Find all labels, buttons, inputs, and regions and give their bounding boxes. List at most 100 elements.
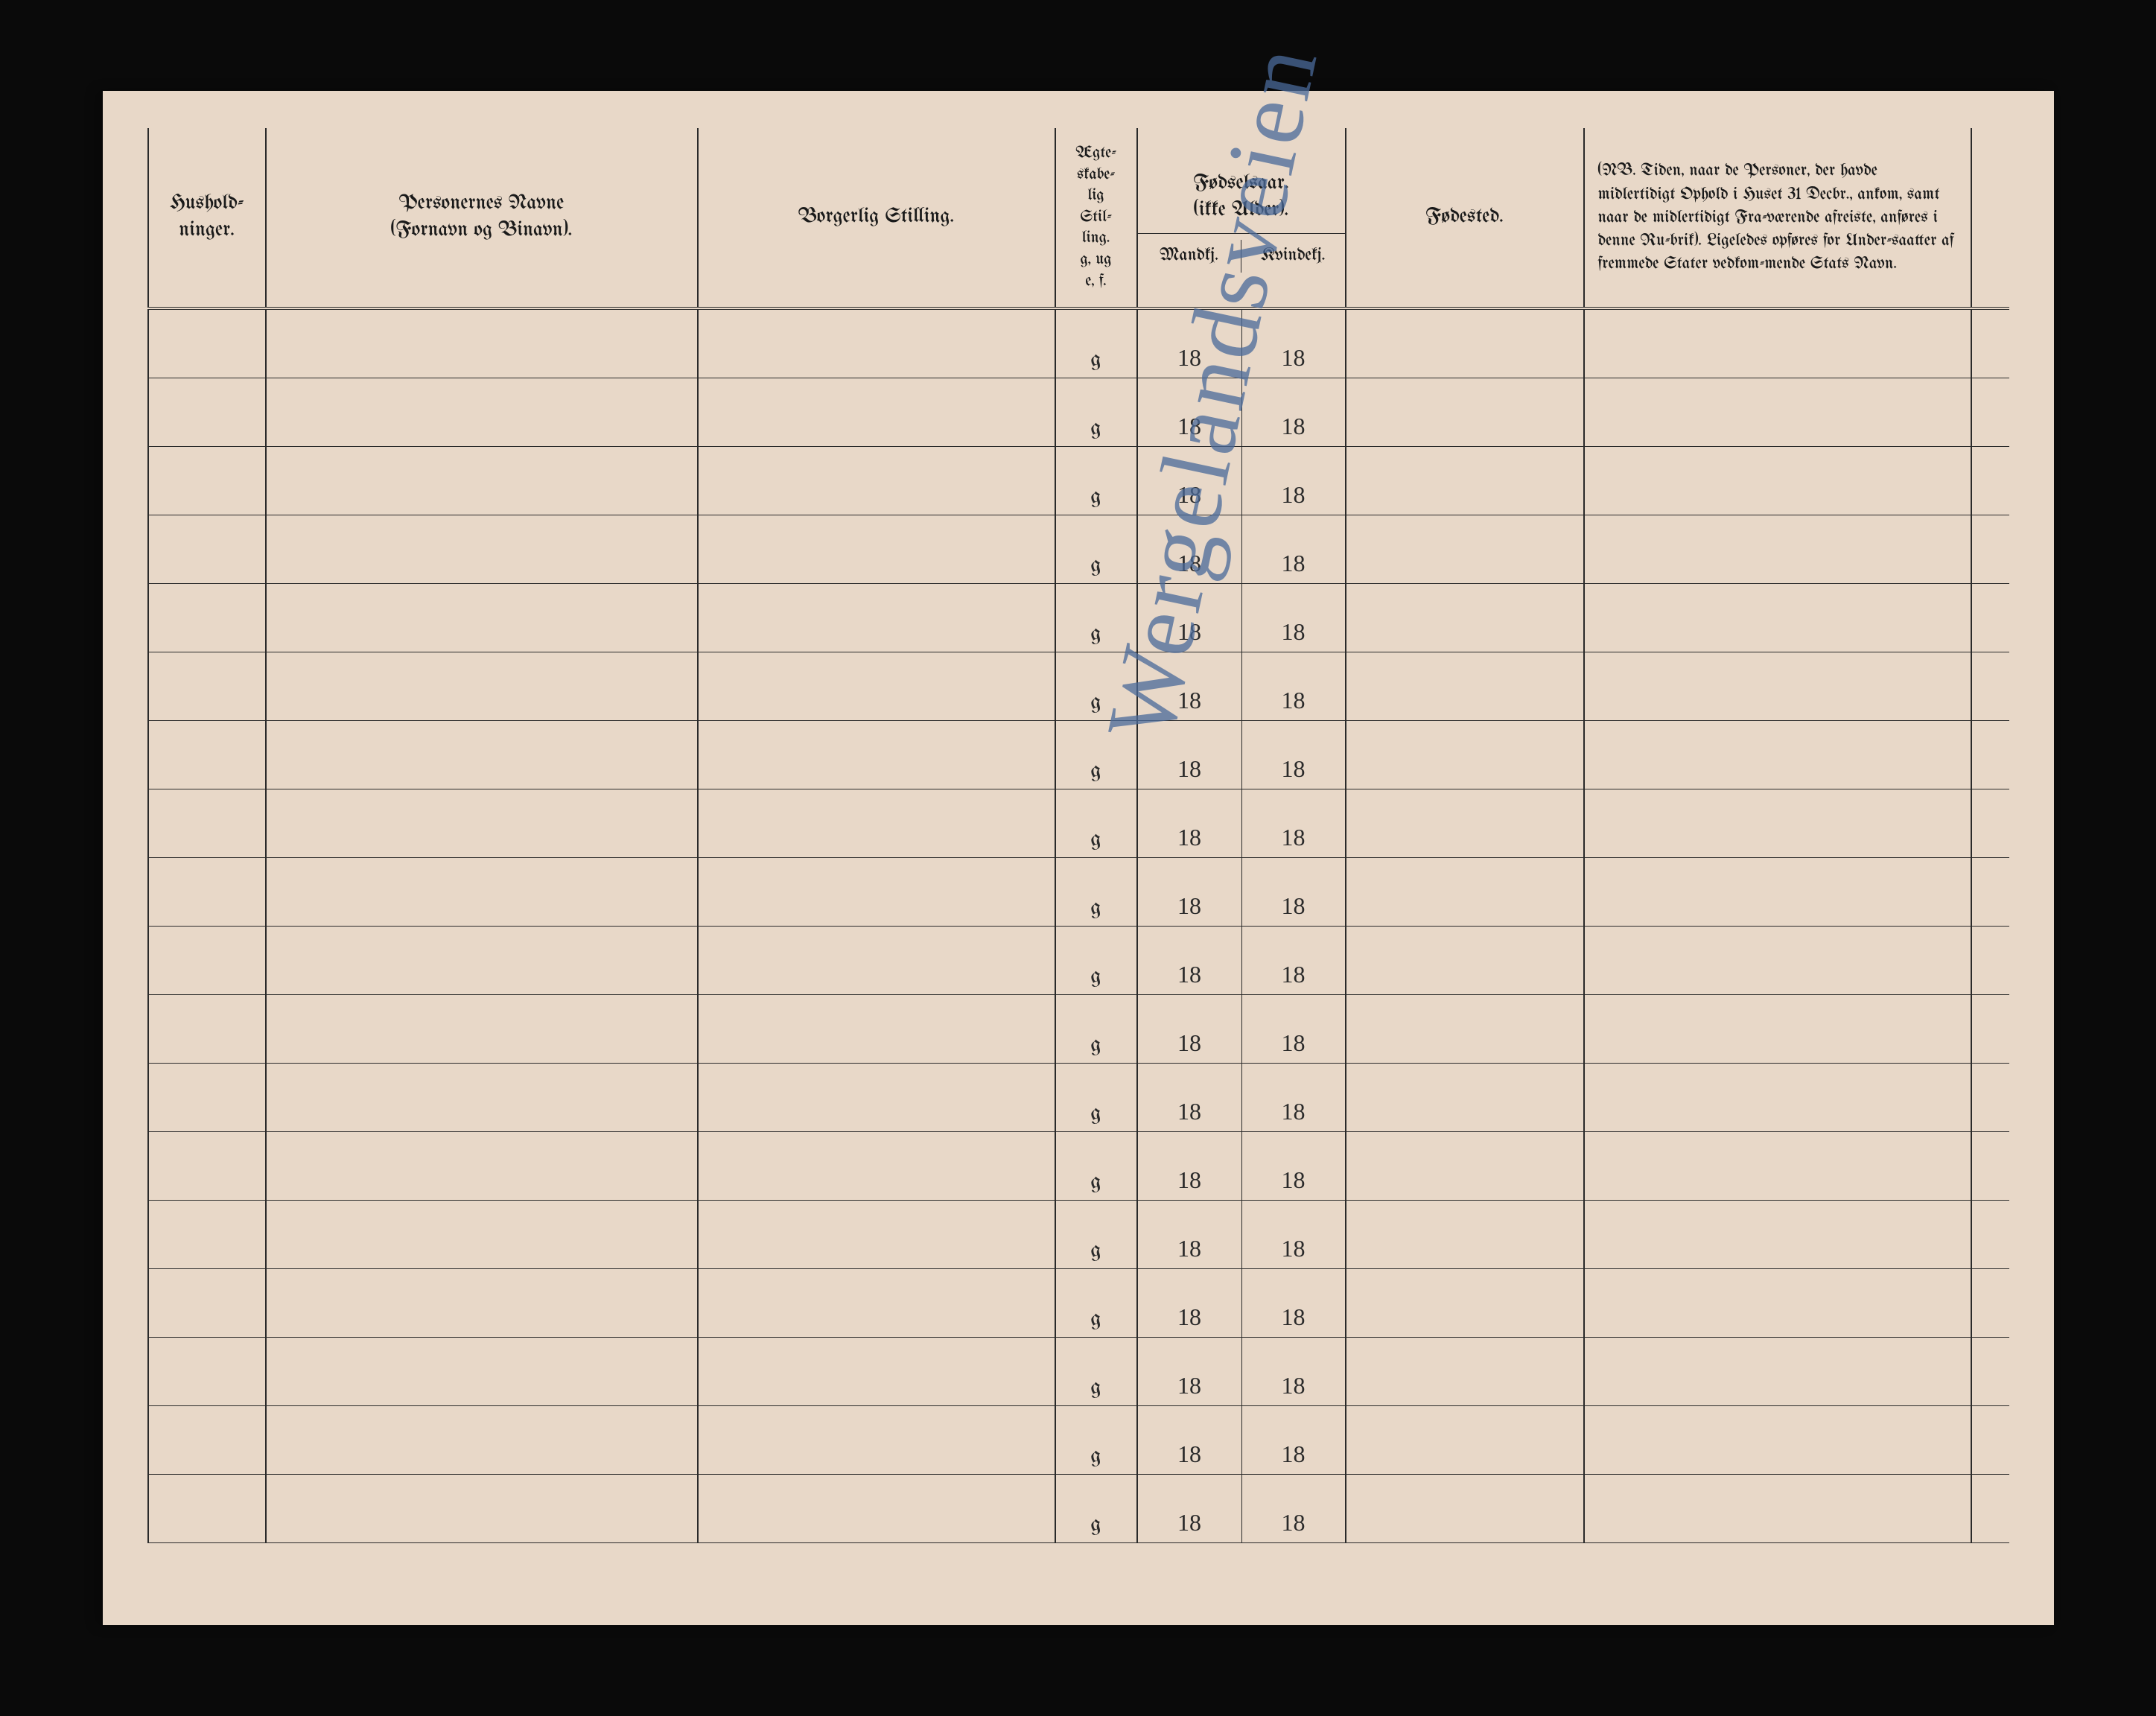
cell-egteskab: g <box>1056 584 1138 652</box>
cell-fodested <box>1346 447 1585 515</box>
cell-navne <box>267 1406 699 1474</box>
header-nb: (NB. Tiden, naar de Personer, der havde … <box>1585 128 1972 307</box>
cell-kvindekj: 18 <box>1242 515 1346 583</box>
cell-hushold <box>147 858 267 926</box>
cell-egteskab: g <box>1056 1338 1138 1405</box>
header-stilling: Borgerlig Stilling. <box>699 128 1056 307</box>
cell-navne <box>267 995 699 1063</box>
cell-stilling <box>699 1406 1056 1474</box>
header-stilling-text: Borgerlig Stilling. <box>798 204 954 231</box>
fodselsaar-subheaders: Mandkj. Kvindekj. <box>1138 240 1345 272</box>
cell-stilling <box>699 515 1056 583</box>
subheader-mandkj: Mandkj. <box>1138 240 1241 272</box>
cell-egteskab: g <box>1056 310 1138 378</box>
cell-mandkj: 18 <box>1138 1064 1242 1131</box>
cell-nb <box>1585 1064 1972 1131</box>
cell-stilling <box>699 721 1056 789</box>
cell-hushold <box>147 1406 267 1474</box>
cell-navne <box>267 1064 699 1131</box>
cell-nb <box>1585 652 1972 720</box>
cell-stilling <box>699 858 1056 926</box>
cell-kvindekj: 18 <box>1242 447 1346 515</box>
cell-nb <box>1585 858 1972 926</box>
cell-mandkj: 18 <box>1138 721 1242 789</box>
cell-stilling <box>699 447 1056 515</box>
cell-stilling <box>699 1475 1056 1542</box>
cell-mandkj: 18 <box>1138 310 1242 378</box>
cell-egteskab: g <box>1056 1269 1138 1337</box>
table-row: g 18 18 <box>147 652 2009 721</box>
cell-hushold <box>147 1064 267 1131</box>
cell-stilling <box>699 1132 1056 1200</box>
cell-hushold <box>147 995 267 1063</box>
cell-navne <box>267 447 699 515</box>
cell-stilling <box>699 310 1056 378</box>
cell-mandkj: 18 <box>1138 515 1242 583</box>
cell-navne <box>267 1338 699 1405</box>
table-row: g 18 18 <box>147 515 2009 584</box>
cell-nb <box>1585 1475 1972 1542</box>
table-body: g 18 18 g 18 18 g 18 18 g 18 18 g 18 <box>147 310 2009 1543</box>
cell-navne <box>267 652 699 720</box>
cell-egteskab: g <box>1056 1475 1138 1542</box>
cell-egteskab: g <box>1056 927 1138 994</box>
header-egteskab: Ægte-skabe-ligStil-ling.g, uge, f. <box>1056 128 1138 307</box>
cell-stilling <box>699 1269 1056 1337</box>
cell-fodested <box>1346 995 1585 1063</box>
cell-hushold <box>147 378 267 446</box>
cell-mandkj: 18 <box>1138 995 1242 1063</box>
table-row: g 18 18 <box>147 927 2009 995</box>
cell-mandkj: 18 <box>1138 378 1242 446</box>
table-header-row: Hushold-ninger. Personernes Navne (Forna… <box>147 128 2009 310</box>
header-fodested: Fødested. <box>1346 128 1585 307</box>
cell-navne <box>267 310 699 378</box>
cell-egteskab: g <box>1056 721 1138 789</box>
cell-navne <box>267 1201 699 1268</box>
cell-egteskab: g <box>1056 789 1138 857</box>
table-row: g 18 18 <box>147 858 2009 927</box>
cell-fodested <box>1346 378 1585 446</box>
header-navne: Personernes Navne (Fornavn og Binavn). <box>267 128 699 307</box>
cell-fodested <box>1346 652 1585 720</box>
table-row: g 18 18 <box>147 584 2009 652</box>
cell-kvindekj: 18 <box>1242 652 1346 720</box>
cell-kvindekj: 18 <box>1242 1064 1346 1131</box>
cell-stilling <box>699 1064 1056 1131</box>
cell-hushold <box>147 515 267 583</box>
table-row: g 18 18 <box>147 378 2009 447</box>
cell-stilling <box>699 927 1056 994</box>
cell-hushold <box>147 1338 267 1405</box>
table-row: g 18 18 <box>147 1132 2009 1201</box>
cell-fodested <box>1346 1269 1585 1337</box>
header-fodselsaar: Fødselsaar. (ikke Alder). Mandkj. Kvinde… <box>1138 128 1346 307</box>
cell-kvindekj: 18 <box>1242 789 1346 857</box>
cell-kvindekj: 18 <box>1242 858 1346 926</box>
cell-nb <box>1585 995 1972 1063</box>
cell-fodested <box>1346 1406 1585 1474</box>
cell-navne <box>267 789 699 857</box>
cell-egteskab: g <box>1056 1201 1138 1268</box>
cell-hushold <box>147 652 267 720</box>
census-table: Hushold-ninger. Personernes Navne (Forna… <box>147 128 2009 1543</box>
cell-nb <box>1585 310 1972 378</box>
cell-mandkj: 18 <box>1138 1338 1242 1405</box>
cell-kvindekj: 18 <box>1242 378 1346 446</box>
cell-kvindekj: 18 <box>1242 1132 1346 1200</box>
cell-fodested <box>1346 1132 1585 1200</box>
table-row: g 18 18 <box>147 1269 2009 1338</box>
header-hushold-text: Hushold-ninger. <box>170 191 244 245</box>
cell-mandkj: 18 <box>1138 1406 1242 1474</box>
cell-navne <box>267 515 699 583</box>
cell-mandkj: 18 <box>1138 858 1242 926</box>
cell-egteskab: g <box>1056 1132 1138 1200</box>
cell-nb <box>1585 927 1972 994</box>
table-row: g 18 18 <box>147 721 2009 789</box>
cell-hushold <box>147 1201 267 1268</box>
table-row: g 18 18 <box>147 1406 2009 1475</box>
cell-kvindekj: 18 <box>1242 310 1346 378</box>
cell-nb <box>1585 1201 1972 1268</box>
cell-fodested <box>1346 1201 1585 1268</box>
cell-mandkj: 18 <box>1138 652 1242 720</box>
cell-mandkj: 18 <box>1138 1269 1242 1337</box>
cell-fodested <box>1346 1064 1585 1131</box>
